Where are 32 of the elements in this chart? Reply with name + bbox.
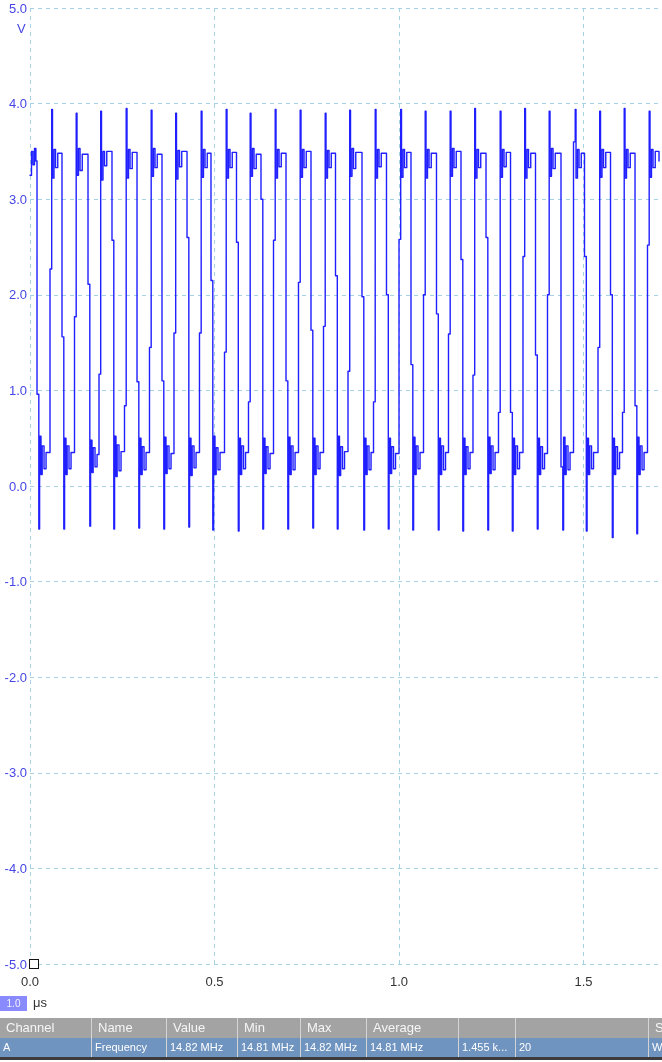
text: Frequency: [95, 1040, 147, 1055]
text: 14.82 MHz: [170, 1040, 224, 1055]
y-tick-label: -4.0: [4, 860, 27, 876]
x-tick-label: 0.0: [20, 974, 40, 989]
text: Max: [307, 1019, 332, 1037]
y-tick-label: 5.0: [8, 0, 27, 16]
y-tick-label: 1.0: [8, 382, 27, 398]
y-tick-label: -5.0: [4, 956, 27, 972]
x-tick-label: 1.5: [574, 974, 593, 989]
text: 14.81 MHz: [241, 1040, 295, 1055]
text: Name: [98, 1019, 133, 1037]
y-tick-label: 4.0: [8, 96, 27, 112]
x-tick-label: 1.0: [389, 974, 409, 989]
x-axis-title: μs: [33, 995, 47, 1010]
text: Min: [244, 1019, 265, 1037]
text: 14.81 MHz: [370, 1040, 424, 1055]
y-tick-label: -2.0: [4, 669, 27, 685]
text: Channel: [6, 1019, 55, 1037]
text: 20: [519, 1040, 532, 1055]
text: Value: [173, 1019, 206, 1037]
y-tick-label: -3.0: [4, 765, 27, 781]
text: Average: [373, 1019, 422, 1037]
y-axis-title: V: [17, 21, 26, 36]
y-tick-label: 2.0: [8, 287, 27, 303]
x-tick-label: 0.5: [205, 974, 224, 989]
text: 1.455 k...: [462, 1040, 508, 1055]
y-tick-label: 0.0: [8, 478, 27, 494]
text: 14.82 MHz: [304, 1040, 358, 1055]
text: A: [3, 1040, 11, 1055]
y-tick-label: 3.0: [8, 191, 27, 207]
y-tick-label: -1.0: [4, 574, 27, 590]
text: W: [652, 1040, 662, 1055]
